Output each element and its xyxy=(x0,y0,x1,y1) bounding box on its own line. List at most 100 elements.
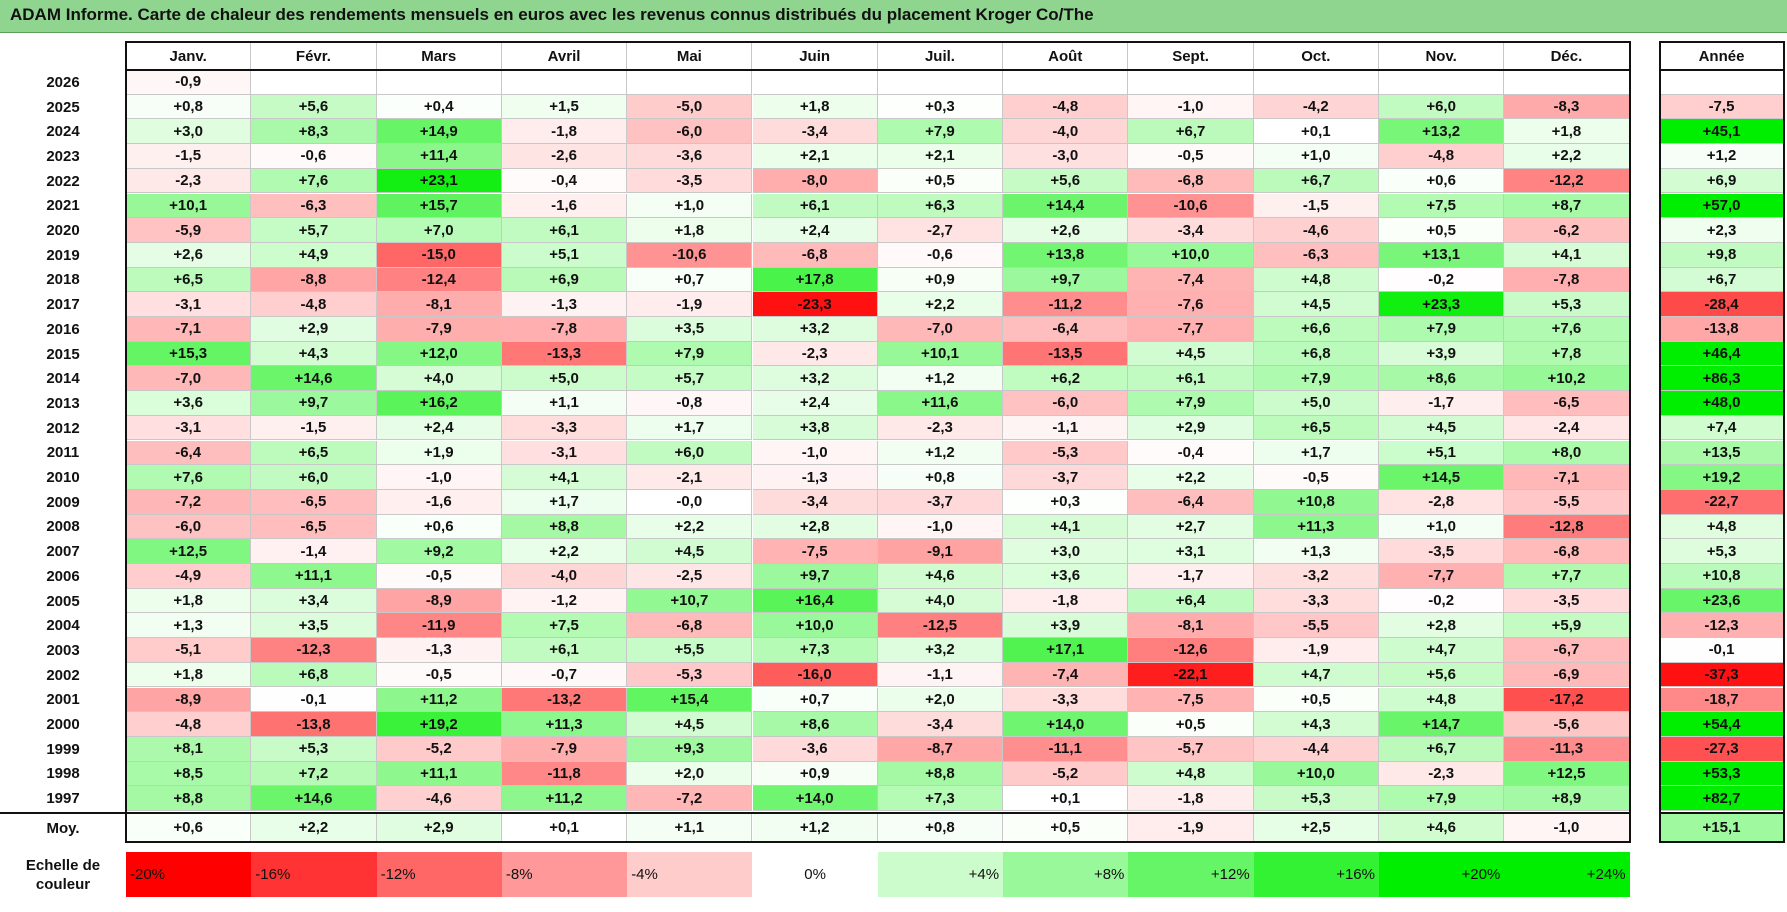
annual-cell: -12,3 xyxy=(1660,613,1784,639)
year-label: 2015 xyxy=(46,345,80,363)
heatmap-cell: -11,8 xyxy=(501,761,628,787)
annual-header-divider xyxy=(1660,69,1784,71)
heatmap-cell: +1,8 xyxy=(1504,119,1630,145)
heatmap-cell: -1,5 xyxy=(251,415,377,441)
heatmap-cell: +7,9 xyxy=(1379,786,1505,811)
heatmap-cell: +10,2 xyxy=(1504,366,1630,392)
heatmap-cell: +2,8 xyxy=(1379,613,1505,639)
heatmap-cell: +2,9 xyxy=(1128,415,1254,441)
heatmap-cell: -7,4 xyxy=(1128,267,1254,293)
heatmap-cell xyxy=(1504,70,1630,95)
heatmap-cell: +7,3 xyxy=(752,638,878,663)
heatmap-cell: +1,3 xyxy=(1253,539,1379,564)
heatmap-cell: -5,3 xyxy=(627,662,753,688)
heatmap-cell: +1,2 xyxy=(877,440,1004,466)
annual-cell: +4,8 xyxy=(1660,514,1784,540)
heatmap-cell: -11,9 xyxy=(376,613,502,639)
heatmap-cell: -5,7 xyxy=(1128,736,1254,762)
heatmap-cell: -4,8 xyxy=(1379,144,1505,169)
heatmap-cell: -3,3 xyxy=(1253,588,1379,614)
heatmap-cell: -10,6 xyxy=(627,242,753,268)
heatmap-cell: +5,3 xyxy=(251,736,377,762)
heatmap-cell: -3,7 xyxy=(1003,465,1129,490)
heatmap-cell: -2,3 xyxy=(1379,761,1505,787)
heatmap-cell: +1,8 xyxy=(752,94,878,120)
heatmap-cell: -0,2 xyxy=(1379,267,1505,293)
heatmap-cell: -1,8 xyxy=(501,119,628,145)
heatmap-cell: -12,8 xyxy=(1504,514,1630,540)
heatmap-cell: +6,4 xyxy=(1128,588,1254,614)
heatmap-cell: -8,0 xyxy=(752,168,878,194)
heatmap-cell: -0,5 xyxy=(376,564,502,589)
heatmap-cell: +9,2 xyxy=(376,539,502,564)
heatmap-cell: +0,8 xyxy=(126,94,252,120)
heatmap-cell: -1,7 xyxy=(1128,564,1254,589)
heatmap-cell: +3,9 xyxy=(1379,341,1505,367)
heatmap-cell: +5,1 xyxy=(501,242,628,268)
heatmap-cell: -5,0 xyxy=(627,94,753,120)
year-label: 2009 xyxy=(46,493,80,511)
heatmap-cell: +6,8 xyxy=(251,662,377,688)
heatmap-cell: -4,6 xyxy=(376,786,502,811)
annual-cell: +2,3 xyxy=(1660,218,1784,243)
heatmap-cell: +6,1 xyxy=(1128,366,1254,392)
heatmap-cell: +2,2 xyxy=(877,292,1004,317)
heatmap-cell: -6,3 xyxy=(1253,242,1379,268)
heatmap-cell: +10,8 xyxy=(1253,489,1379,515)
heatmap-cell: +2,9 xyxy=(251,317,377,342)
month-header: Mai xyxy=(627,42,753,70)
heatmap-cell: +6,9 xyxy=(501,267,628,293)
heatmap-cell: -13,3 xyxy=(501,341,628,367)
year-label: 2024 xyxy=(46,123,80,141)
heatmap-cell: +3,2 xyxy=(752,366,878,392)
heatmap-cell: +7,2 xyxy=(251,761,377,787)
heatmap-cell: +7,6 xyxy=(251,168,377,194)
heatmap-cell: +11,2 xyxy=(376,687,502,713)
heatmap-cell: -1,1 xyxy=(877,662,1004,688)
heatmap-cell: +1,8 xyxy=(126,588,252,614)
average-divider xyxy=(0,812,1630,814)
annual-cell: -18,7 xyxy=(1660,687,1784,713)
heatmap-cell: +7,6 xyxy=(126,465,252,490)
heatmap-cell: +10,1 xyxy=(877,341,1004,367)
month-header: Août xyxy=(1003,42,1129,70)
heatmap-cell: -3,4 xyxy=(752,119,878,145)
heatmap-cell: +4,5 xyxy=(1379,415,1505,441)
heatmap-cell: +0,7 xyxy=(627,267,753,293)
heatmap-cell xyxy=(752,70,878,95)
heatmap-cell: -3,6 xyxy=(752,736,878,762)
heatmap-cell: +0,4 xyxy=(376,94,502,120)
heatmap-cell: +8,8 xyxy=(877,761,1004,787)
annual-cell: +6,7 xyxy=(1660,267,1784,293)
heatmap-cell: +3,2 xyxy=(877,638,1004,663)
annual-cell: -7,5 xyxy=(1660,94,1784,120)
heatmap-cell: +6,5 xyxy=(251,440,377,466)
annual-cell: +6,9 xyxy=(1660,168,1784,194)
heatmap-cell: +7,9 xyxy=(1379,317,1505,342)
heatmap-cell: -6,8 xyxy=(1504,539,1630,564)
heatmap-cell: -1,1 xyxy=(1003,415,1129,441)
heatmap-cell: -1,3 xyxy=(752,465,878,490)
heatmap-cell: +1,2 xyxy=(877,366,1004,392)
average-cell: +1,2 xyxy=(752,814,878,842)
heatmap-cell: +12,5 xyxy=(1504,761,1630,787)
heatmap-cell: -17,2 xyxy=(1504,687,1630,713)
heatmap-cell: -5,3 xyxy=(1003,440,1129,466)
heatmap-cell: +5,9 xyxy=(1504,613,1630,639)
annual-cell: +19,2 xyxy=(1660,465,1784,490)
heatmap-cell: +5,7 xyxy=(627,366,753,392)
heatmap-cell: +8,0 xyxy=(1504,440,1630,466)
average-cell: +0,1 xyxy=(501,814,628,842)
heatmap-cell: -4,0 xyxy=(501,564,628,589)
heatmap-cell: -0,6 xyxy=(877,242,1004,268)
annual-cell: +45,1 xyxy=(1660,119,1784,145)
heatmap-cell: -6,5 xyxy=(251,489,377,515)
annual-cell: +54,4 xyxy=(1660,712,1784,737)
heatmap-cell: -1,6 xyxy=(376,489,502,515)
year-label: 2019 xyxy=(46,246,80,264)
heatmap-cell: +2,7 xyxy=(1128,514,1254,540)
heatmap-cell: +3,0 xyxy=(1003,539,1129,564)
year-label: 1999 xyxy=(46,740,80,758)
annual-cell: +13,5 xyxy=(1660,440,1784,466)
heatmap-cell: +7,5 xyxy=(501,613,628,639)
